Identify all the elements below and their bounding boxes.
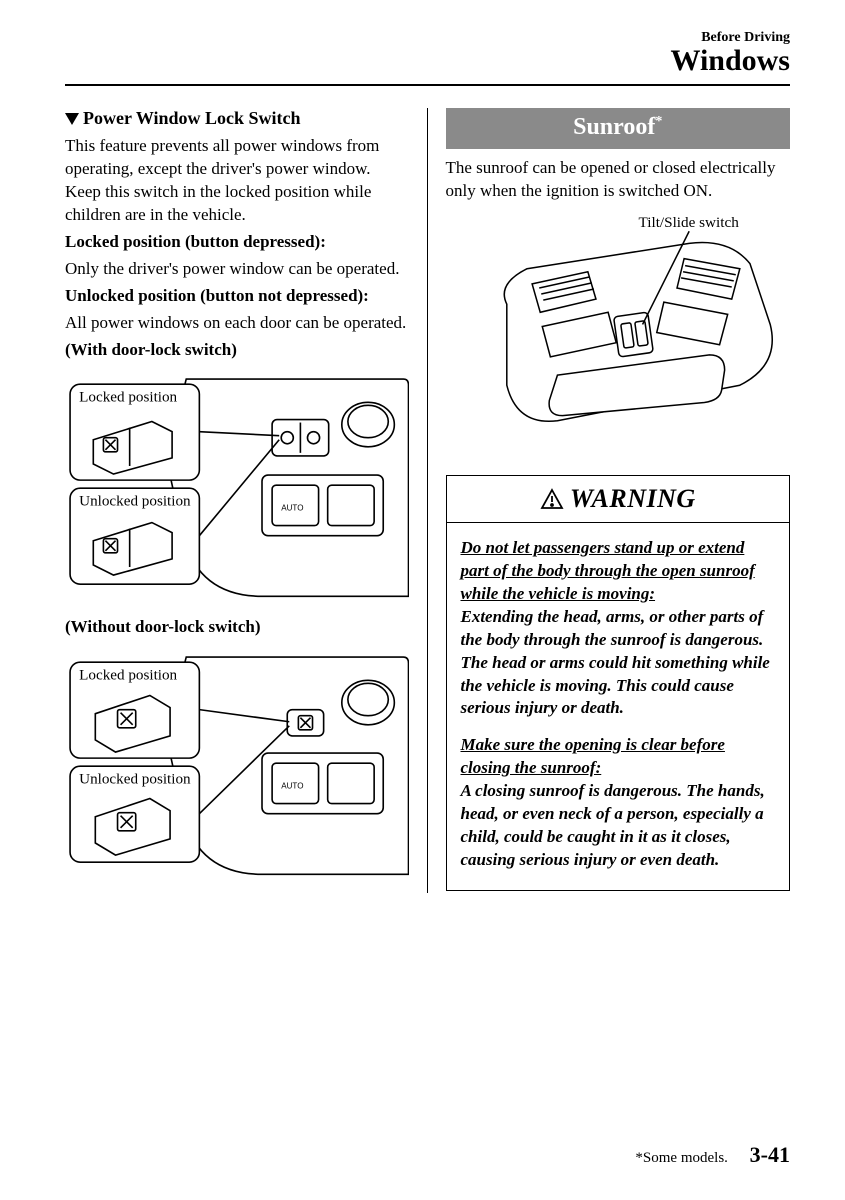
label-unlocked-1: Unlocked position <box>79 493 191 510</box>
fig2-caption: (Without door-lock switch) <box>65 616 409 639</box>
warning-para-1: Do not let passengers stand up or extend… <box>461 537 776 721</box>
page-number: 3-41 <box>750 1142 790 1167</box>
footnote: *Some models. <box>635 1150 728 1166</box>
subheading-text: Power Window Lock Switch <box>83 108 301 128</box>
warning-heading: WARNING <box>447 476 790 523</box>
tilt-slide-label: Tilt/Slide switch <box>638 214 739 231</box>
header-rule <box>65 84 790 86</box>
label-locked-2: Locked position <box>79 666 177 683</box>
warning-text-1: Extending the head, arms, or other parts… <box>461 607 770 718</box>
unlocked-body: All power windows on each door can be op… <box>65 312 409 335</box>
left-column: Power Window Lock Switch This feature pr… <box>65 108 428 893</box>
unlocked-heading: Unlocked position (button not depressed)… <box>65 285 409 308</box>
header-title: Windows <box>65 44 790 78</box>
svg-text:AUTO: AUTO <box>281 504 303 513</box>
warning-body: Do not let passengers stand up or extend… <box>447 523 790 890</box>
subheading: Power Window Lock Switch <box>65 108 409 129</box>
door-lock-diagram-1: AUTO <box>65 369 409 606</box>
locked-heading: Locked position (button depressed): <box>65 231 409 254</box>
right-column: Sunroof* The sunroof can be opened or cl… <box>428 108 791 893</box>
page-footer: *Some models. 3-41 <box>635 1142 790 1168</box>
fig1-caption: (With door-lock switch) <box>65 339 409 362</box>
page-header: Before Driving Windows <box>65 30 790 78</box>
warning-triangle-icon <box>540 488 564 510</box>
sunroof-intro: The sunroof can be opened or closed elec… <box>446 157 791 203</box>
warning-lead-2: Make sure the opening is clear before cl… <box>461 734 776 780</box>
door-lock-diagram-2: AUTO L <box>65 647 409 884</box>
overhead-console-diagram: Tilt/Slide switch <box>446 213 791 446</box>
warning-lead-1: Do not let passengers stand up or extend… <box>461 537 776 606</box>
asterisk-icon: * <box>655 114 662 129</box>
warning-box: WARNING Do not let passengers stand up o… <box>446 475 791 891</box>
intro-paragraph: This feature prevents all power windows … <box>65 135 409 227</box>
triangle-down-icon <box>65 113 79 125</box>
warning-text-2: A closing sunroof is dangerous. The hand… <box>461 781 765 869</box>
warning-title-text: WARNING <box>570 484 696 513</box>
section-title: Sunroof <box>573 114 655 140</box>
section-title-bar: Sunroof* <box>446 108 791 149</box>
label-locked-1: Locked position <box>79 389 177 406</box>
label-unlocked-2: Unlocked position <box>79 770 191 787</box>
locked-body: Only the driver's power window can be op… <box>65 258 409 281</box>
warning-para-2: Make sure the opening is clear before cl… <box>461 734 776 872</box>
svg-text:AUTO: AUTO <box>281 781 303 790</box>
